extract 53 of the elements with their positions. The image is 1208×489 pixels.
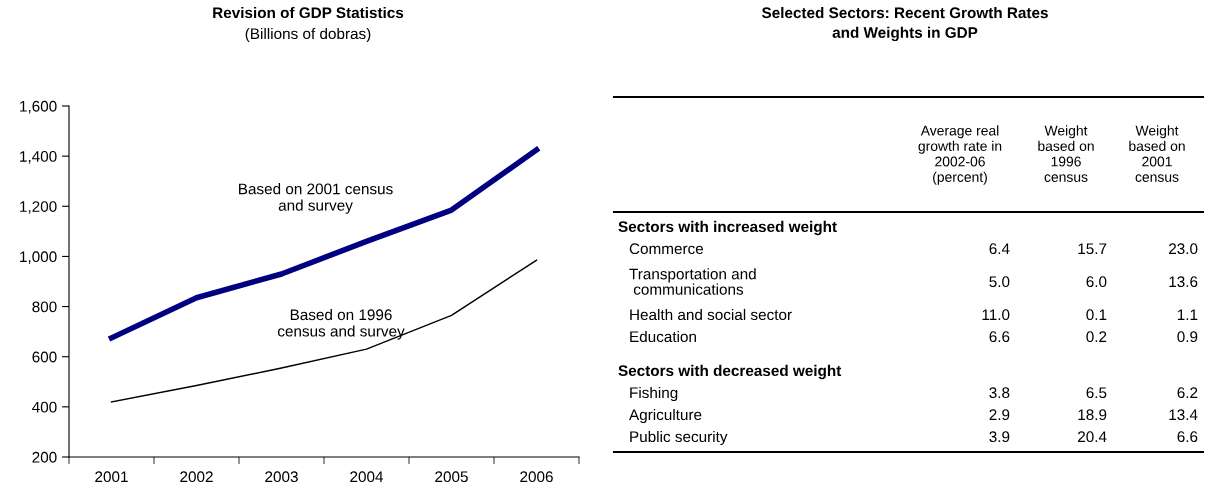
text: Average real growth rate in 2002-06 (percent) bbox=[918, 125, 1002, 185]
data-label: 1.1 bbox=[1177, 309, 1198, 320]
data-label: 6.2 bbox=[1177, 387, 1198, 399]
data-label: 6.5 bbox=[1086, 387, 1107, 399]
text: Weight based on 2001 census bbox=[1129, 125, 1185, 182]
x-tick-label: 2004 bbox=[350, 471, 384, 483]
text: Weight based on 1996 census bbox=[1038, 125, 1094, 182]
text: Selected Sectors: Recent Growth Rates and Weights in GDP bbox=[761, 6, 1048, 42]
data-label: 0.2 bbox=[1086, 331, 1107, 343]
x-tick-label: 2003 bbox=[265, 471, 298, 483]
y-tick-label: 600 bbox=[32, 351, 57, 363]
y-tick-label: 200 bbox=[32, 451, 57, 463]
chart-subtitle: (Billions of dobras) bbox=[245, 27, 371, 43]
data-label: 20.4 bbox=[1078, 431, 1107, 443]
category-label: Public security bbox=[630, 430, 728, 446]
series-label: Based on 1996 census and survey bbox=[277, 308, 405, 340]
data-label: 18.9 bbox=[1078, 409, 1107, 421]
chart-title: Revision of GDP Statistics bbox=[213, 6, 404, 19]
category-label: Transportation and communications bbox=[629, 268, 756, 295]
data-label: 13.4 bbox=[1169, 409, 1198, 421]
data-label: 5.0 bbox=[989, 276, 1010, 288]
x-tick-label: 2005 bbox=[435, 471, 468, 483]
data-label: 15.7 bbox=[1078, 243, 1107, 255]
category-label: Health and social sector bbox=[630, 308, 792, 321]
data-label: 23.0 bbox=[1169, 243, 1198, 255]
data-label: 0.1 bbox=[1086, 309, 1107, 321]
data-label: 11.0 bbox=[982, 309, 1010, 321]
data-label: 0.9 bbox=[1177, 331, 1198, 343]
y-tick-label: 1,600 bbox=[20, 100, 57, 114]
category-label: Commerce bbox=[629, 243, 704, 255]
x-tick-label: 2001 bbox=[95, 471, 128, 483]
data-label: 13.6 bbox=[1169, 276, 1198, 288]
data-label: 6.4 bbox=[989, 243, 1010, 255]
x-tick-label: 2006 bbox=[520, 471, 553, 483]
y-tick-label: 1,200 bbox=[20, 201, 57, 214]
data-label: 2.9 bbox=[989, 409, 1010, 421]
y-tick-label: 400 bbox=[32, 401, 57, 413]
category-label: Agriculture bbox=[629, 408, 702, 424]
y-tick-label: 1,000 bbox=[20, 251, 57, 264]
category-label: Sectors with decreased weight bbox=[618, 364, 842, 380]
y-tick-label: 800 bbox=[32, 301, 57, 313]
data-label: 6.6 bbox=[989, 331, 1010, 343]
x-tick-label: 2002 bbox=[180, 471, 213, 483]
data-label: 3.8 bbox=[989, 387, 1010, 399]
data-label: 6.0 bbox=[1086, 276, 1107, 288]
category-label: Sectors with increased weight bbox=[618, 220, 837, 236]
series-label: Based on 2001 census and survey bbox=[239, 183, 393, 214]
data-label: 6.6 bbox=[1177, 431, 1198, 443]
category-label: Fishing bbox=[630, 386, 678, 402]
line-series bbox=[110, 259, 538, 403]
y-tick-label: 1,400 bbox=[20, 151, 57, 164]
data-label: 3.9 bbox=[989, 431, 1010, 443]
category-label: Education bbox=[630, 330, 696, 343]
